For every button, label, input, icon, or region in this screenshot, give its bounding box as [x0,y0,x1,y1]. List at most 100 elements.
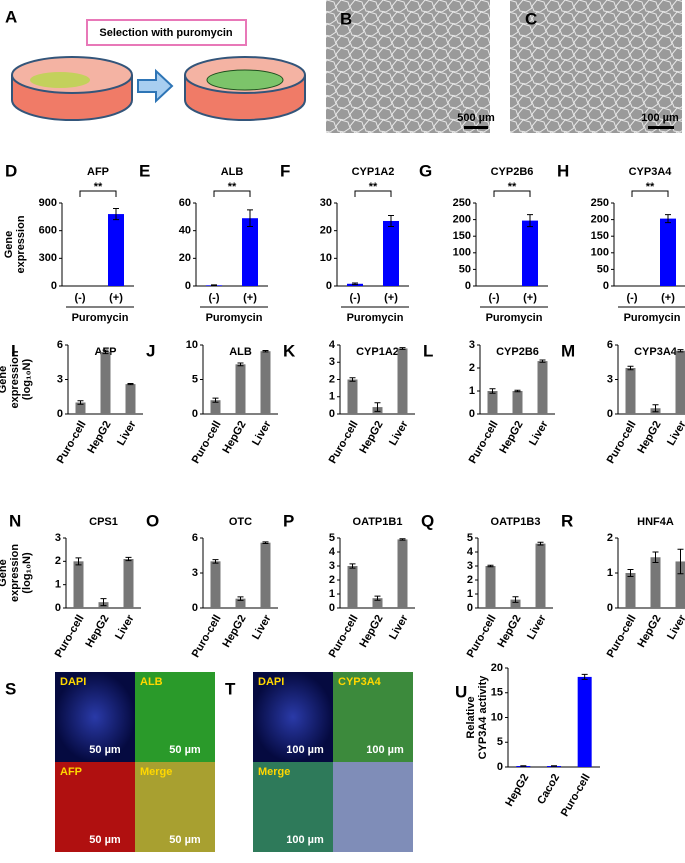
scale-bar [464,126,488,129]
x-tick-label: Liver [250,418,274,447]
y-axis-label: expression [9,350,21,408]
x-tick-label: (-) [350,292,361,304]
bar [486,566,496,608]
bar [488,391,498,414]
x-tick-label: HepG2 [220,419,248,456]
y-tick-label: 1 [55,579,61,591]
significance-label: ** [94,181,103,193]
bar [676,351,685,414]
y-tick-label: 150 [453,230,471,242]
significance-label: ** [228,181,237,193]
y-tick-label: 2 [55,555,61,567]
scale-label: 50 µm [89,834,121,846]
bar [211,561,221,608]
y-tick-label: 200 [453,214,471,226]
x-tick-label: Puro-cell [559,772,593,819]
y-tick-label: 4 [329,546,336,558]
bar [398,348,408,414]
x-tick-label: Liver [525,612,549,641]
panel-label: E [139,161,150,180]
y-tick-label: 3 [607,373,613,385]
bar [348,380,358,415]
chart-title: ALB [229,346,252,358]
x-tick-label: Puro-cell [327,613,361,660]
x-tick-label: Puro-cell [190,613,224,660]
panel-label: G [419,161,432,180]
scale-label: 50 µm [89,744,121,756]
panel-label: N [9,511,21,530]
stain-label: Merge [258,766,290,778]
dish [12,57,132,120]
x-axis-label: Puromycin [486,312,543,324]
significance-label: ** [646,181,655,193]
y-tick-label: 300 [39,252,57,264]
scale-label: 500 µm [457,112,495,124]
dish [185,57,305,120]
bar [651,557,661,608]
y-tick-label: 0 [603,280,609,292]
stain-label: AFP [60,766,82,778]
chart-title: CYP2B6 [491,166,534,178]
x-tick-label: Puro-cell [327,419,361,466]
y-tick-label: 5 [192,373,198,385]
significance-label: ** [508,181,517,193]
x-axis-label: Puromycin [347,312,404,324]
y-tick-label: 0 [607,408,613,420]
arrow [138,71,172,101]
y-tick-label: 3 [329,560,335,572]
x-axis-label: Puromycin [72,312,129,324]
y-tick-label: 2 [467,574,473,586]
y-tick-label: 15 [491,687,503,699]
y-tick-label: 5 [497,736,503,748]
y-tick-label: 1 [607,567,613,579]
y-tick-label: 1 [329,588,335,600]
scale-label: 100 µm [366,744,404,756]
y-axis-label: expression [9,544,21,602]
stain-label: DAPI [60,676,86,688]
bar [578,677,592,767]
x-tick-label: HepG2 [503,772,531,809]
bar [261,351,271,414]
bar [626,573,636,608]
error-bar [263,542,269,544]
x-tick-label: Liver [115,418,139,447]
scale-label: 50 µm [169,834,201,846]
x-tick-label: Caco2 [535,772,562,807]
x-tick-label: (-) [627,292,638,304]
y-tick-label: 250 [591,197,609,209]
bar [383,221,399,286]
y-tick-label: 60 [179,197,191,209]
bar [124,559,134,608]
y-tick-label: 100 [591,247,609,259]
scale-bar [648,126,674,129]
bar [261,543,271,608]
x-tick-label: (+) [661,292,675,304]
box-text: Selection with puromycin [99,27,233,39]
y-tick-label: 0 [607,602,613,614]
y-axis-label: (log₁₀N) [21,359,33,401]
bar [538,361,548,414]
x-tick-label: HepG2 [357,613,385,650]
stain-label: DAPI [258,676,284,688]
y-tick-label: 40 [179,225,191,237]
y-tick-label: 5 [467,532,473,544]
bar [236,364,246,414]
y-axis-label: Gene [0,366,9,394]
y-tick-label: 0 [465,280,471,292]
panel-label: O [146,511,159,530]
panel-label: H [557,161,569,180]
chart-title: OATP1B3 [491,516,541,528]
y-tick-label: 10 [320,252,332,264]
panel-label: L [423,341,433,360]
x-tick-label: Puro-cell [55,419,89,466]
chart-title: HNF4A [637,516,674,528]
x-tick-label: HepG2 [357,419,385,456]
y-tick-label: 2 [607,532,613,544]
error-bar [211,285,217,286]
significance-label: ** [369,181,378,193]
bar [626,368,636,414]
x-tick-label: Puro-cell [467,419,501,466]
x-tick-label: (-) [75,292,86,304]
y-tick-label: 600 [39,225,57,237]
